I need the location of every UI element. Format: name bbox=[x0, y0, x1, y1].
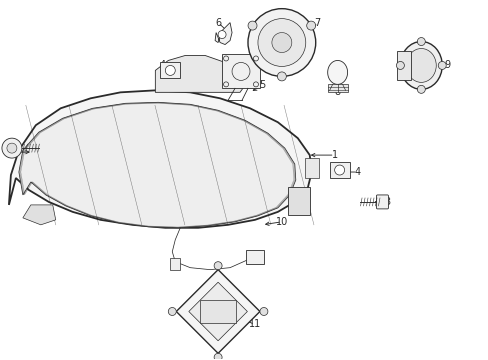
Circle shape bbox=[271, 32, 291, 53]
Polygon shape bbox=[215, 23, 232, 45]
Ellipse shape bbox=[400, 41, 441, 89]
Circle shape bbox=[306, 21, 315, 30]
Circle shape bbox=[247, 9, 315, 76]
FancyBboxPatch shape bbox=[376, 195, 387, 209]
FancyBboxPatch shape bbox=[160, 62, 180, 78]
Circle shape bbox=[7, 143, 17, 153]
Text: 7: 7 bbox=[314, 18, 320, 28]
Circle shape bbox=[258, 19, 305, 67]
Text: 9: 9 bbox=[443, 60, 449, 71]
FancyBboxPatch shape bbox=[397, 50, 410, 80]
Circle shape bbox=[218, 31, 225, 39]
Circle shape bbox=[214, 353, 222, 360]
Polygon shape bbox=[155, 55, 244, 92]
Text: 3: 3 bbox=[384, 197, 390, 207]
Circle shape bbox=[2, 138, 22, 158]
Text: 4: 4 bbox=[354, 167, 360, 177]
Text: 10: 10 bbox=[275, 217, 287, 227]
Circle shape bbox=[396, 62, 404, 69]
FancyBboxPatch shape bbox=[200, 300, 236, 323]
Polygon shape bbox=[327, 60, 347, 84]
Text: 11: 11 bbox=[248, 319, 261, 329]
Polygon shape bbox=[9, 90, 311, 228]
FancyBboxPatch shape bbox=[329, 162, 349, 178]
Text: 5: 5 bbox=[258, 80, 264, 90]
Circle shape bbox=[260, 307, 267, 315]
FancyBboxPatch shape bbox=[222, 54, 260, 88]
Circle shape bbox=[416, 85, 425, 93]
Circle shape bbox=[247, 21, 257, 30]
Circle shape bbox=[277, 72, 286, 81]
Circle shape bbox=[334, 165, 344, 175]
FancyBboxPatch shape bbox=[170, 258, 180, 270]
FancyBboxPatch shape bbox=[304, 158, 318, 178]
Circle shape bbox=[214, 262, 222, 270]
Polygon shape bbox=[19, 102, 295, 228]
Polygon shape bbox=[188, 282, 247, 341]
Polygon shape bbox=[176, 270, 260, 353]
Circle shape bbox=[416, 37, 425, 45]
FancyBboxPatch shape bbox=[287, 187, 309, 215]
Ellipse shape bbox=[406, 49, 435, 82]
Polygon shape bbox=[23, 205, 56, 225]
Text: 4: 4 bbox=[159, 60, 165, 71]
Circle shape bbox=[168, 307, 176, 315]
Circle shape bbox=[437, 62, 446, 69]
Text: 1: 1 bbox=[331, 150, 337, 160]
FancyBboxPatch shape bbox=[327, 84, 347, 92]
FancyBboxPatch shape bbox=[245, 250, 264, 264]
Text: 6: 6 bbox=[215, 18, 221, 28]
Circle shape bbox=[165, 66, 175, 75]
Text: 8: 8 bbox=[334, 87, 340, 97]
Text: 2: 2 bbox=[10, 147, 16, 157]
